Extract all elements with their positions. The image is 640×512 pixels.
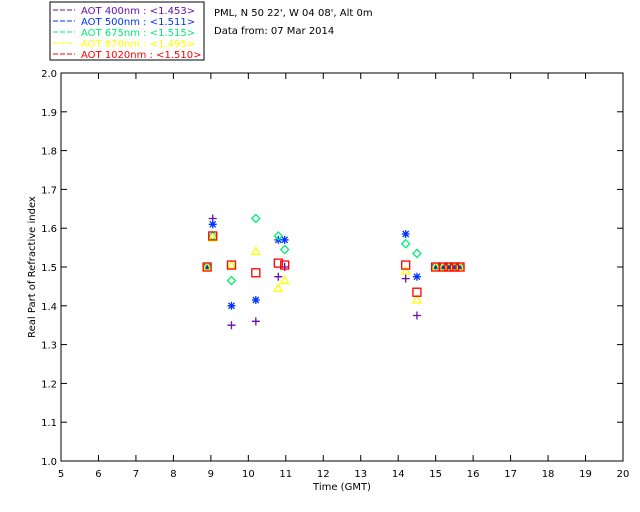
data-point-asterisk	[203, 263, 212, 271]
y-tick-label: 1.2	[41, 379, 57, 390]
y-tick-label: 1.9	[41, 108, 57, 119]
y-tick-label: 1.5	[41, 263, 57, 274]
legend-entry: AOT 1020nm : <1.510>	[81, 50, 201, 61]
data-point-triangle	[207, 232, 218, 242]
legend-entry: AOT 500nm : <1.511>	[81, 17, 195, 28]
legend-entry: AOT 870nm : <1.495>	[81, 39, 195, 50]
x-tick-label: 16	[467, 469, 480, 480]
data-point-asterisk	[251, 295, 260, 304]
x-tick-label: 6	[95, 469, 101, 480]
plot-frame	[60, 72, 624, 462]
data-point-triangle	[411, 294, 423, 304]
data-point-asterisk	[227, 301, 236, 310]
data-point-diamond	[412, 248, 422, 259]
data-point-asterisk	[439, 263, 448, 271]
data-point-asterisk	[401, 230, 410, 239]
data-point-square	[226, 260, 237, 270]
title-line-2: Data from: 07 Mar 2014	[214, 26, 334, 37]
data-point-triangle	[250, 246, 261, 256]
data-point-triangle	[226, 259, 237, 269]
data-point-plus	[251, 317, 260, 326]
data-point-triangle	[273, 283, 284, 292]
data-point-triangle	[400, 265, 411, 275]
x-tick-label: 7	[133, 469, 139, 480]
data-point-triangle	[201, 261, 213, 271]
data-point-asterisk	[456, 263, 465, 271]
x-tick-label: 10	[242, 469, 255, 480]
y-tick-label: 1.1	[41, 418, 57, 429]
data-point-diamond	[400, 238, 411, 249]
data-point-plus	[401, 274, 410, 283]
x-tick-label: 5	[58, 469, 64, 480]
legend-entry: AOT 675nm : <1.515>	[81, 28, 195, 39]
title-line-1: PML, N 50 22', W 04 08', Alt 0m	[214, 8, 373, 19]
data-point-plus	[274, 272, 283, 281]
legend-entry: AOT 400nm : <1.453>	[81, 6, 195, 17]
data-point-square	[208, 231, 218, 241]
data-point-asterisk	[431, 263, 440, 271]
y-tick-label: 1.0	[41, 457, 57, 468]
x-tick-label: 17	[504, 469, 517, 480]
data-point-asterisk	[208, 220, 217, 229]
data-point-square	[438, 262, 448, 272]
x-tick-label: 11	[279, 469, 292, 480]
data-point-triangle	[430, 261, 441, 271]
y-tick-label: 1.6	[41, 224, 57, 235]
x-tick-label: 19	[579, 469, 592, 480]
data-point-square	[455, 262, 465, 272]
data-point-asterisk	[444, 263, 453, 271]
data-point-plus	[412, 311, 421, 320]
x-tick-label: 12	[317, 469, 330, 480]
x-tick-label: 20	[617, 469, 630, 480]
data-point-asterisk	[412, 272, 421, 281]
legend-box	[49, 1, 205, 61]
y-tick-label: 2.0	[41, 69, 57, 80]
y-tick-label: 1.8	[41, 147, 57, 158]
x-tick-label: 13	[354, 469, 367, 480]
data-point-square	[412, 287, 422, 297]
data-point-diamond	[250, 213, 261, 224]
data-point-square	[202, 262, 212, 272]
data-point-diamond	[279, 244, 290, 255]
x-tick-label: 8	[170, 469, 176, 480]
x-tick-label: 9	[208, 469, 214, 480]
y-tick-label: 1.3	[41, 341, 57, 352]
data-point-asterisk	[280, 235, 289, 244]
data-point-square	[444, 262, 454, 272]
x-axis-label: Time (GMT)	[312, 482, 371, 493]
data-point-diamond	[273, 231, 284, 241]
x-tick-label: 18	[542, 469, 555, 480]
data-point-square	[280, 260, 290, 270]
data-point-asterisk	[450, 263, 459, 271]
x-tick-label: 14	[392, 469, 405, 480]
y-tick-label: 1.4	[41, 302, 57, 313]
data-point-square	[273, 258, 283, 268]
data-point-square	[449, 262, 460, 272]
x-tick-label: 15	[429, 469, 442, 480]
data-point-diamond	[226, 275, 237, 286]
data-point-triangle	[279, 275, 290, 285]
data-point-square	[401, 260, 411, 270]
data-point-plus	[227, 321, 236, 330]
data-point-square	[251, 268, 261, 278]
y-tick-label: 1.7	[41, 185, 57, 196]
y-axis-label: Real Part of Refractive index	[27, 196, 38, 338]
